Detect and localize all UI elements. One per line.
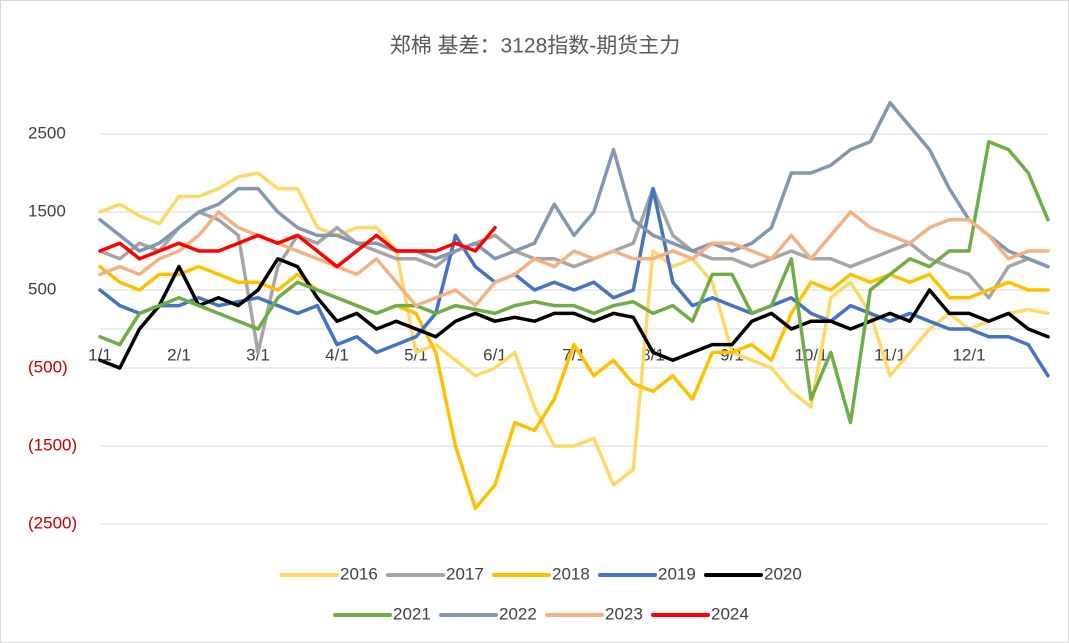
y-tick-label: 1500 — [28, 201, 66, 220]
x-tick-label: 4/1 — [325, 345, 349, 364]
series-line — [98, 257, 1050, 370]
legend-label: 2024 — [711, 604, 749, 623]
y-tick-label: (1500) — [28, 435, 77, 454]
legend-label: 2022 — [499, 604, 537, 623]
legend: 2016 2017 2018 2019 2020 2021 2022 2023 2024 — [280, 564, 802, 623]
x-tick-label: 2/1 — [167, 345, 191, 364]
x-tick-label: 6/1 — [483, 345, 507, 364]
y-tick-label: 500 — [28, 279, 56, 298]
series-line — [98, 140, 1050, 425]
plot-area — [98, 101, 1050, 511]
y-tick-label: (500) — [28, 357, 68, 376]
chart-title: 郑棉 基差：3128指数-期货主力 — [390, 35, 681, 58]
legend-label: 2021 — [393, 604, 431, 623]
series-line — [98, 186, 1050, 378]
y-tick-label: (2500) — [28, 513, 77, 532]
legend-label: 2020 — [764, 564, 802, 583]
legend-label: 2019 — [658, 564, 696, 583]
x-tick-label: 8/1 — [641, 345, 665, 364]
x-tick-label: 3/1 — [246, 345, 270, 364]
series-line — [98, 101, 1050, 269]
series-line — [98, 225, 497, 269]
x-tick-label: 1/1 — [88, 345, 112, 364]
x-tick-label: 12/1 — [952, 345, 985, 364]
legend-label: 2023 — [605, 604, 643, 623]
legend-label: 2017 — [446, 564, 484, 583]
legend-label: 2016 — [340, 564, 378, 583]
y-tick-label: 2500 — [28, 123, 66, 142]
series-line — [98, 171, 1050, 487]
legend-label: 2018 — [552, 564, 590, 583]
series-line — [98, 186, 1050, 355]
